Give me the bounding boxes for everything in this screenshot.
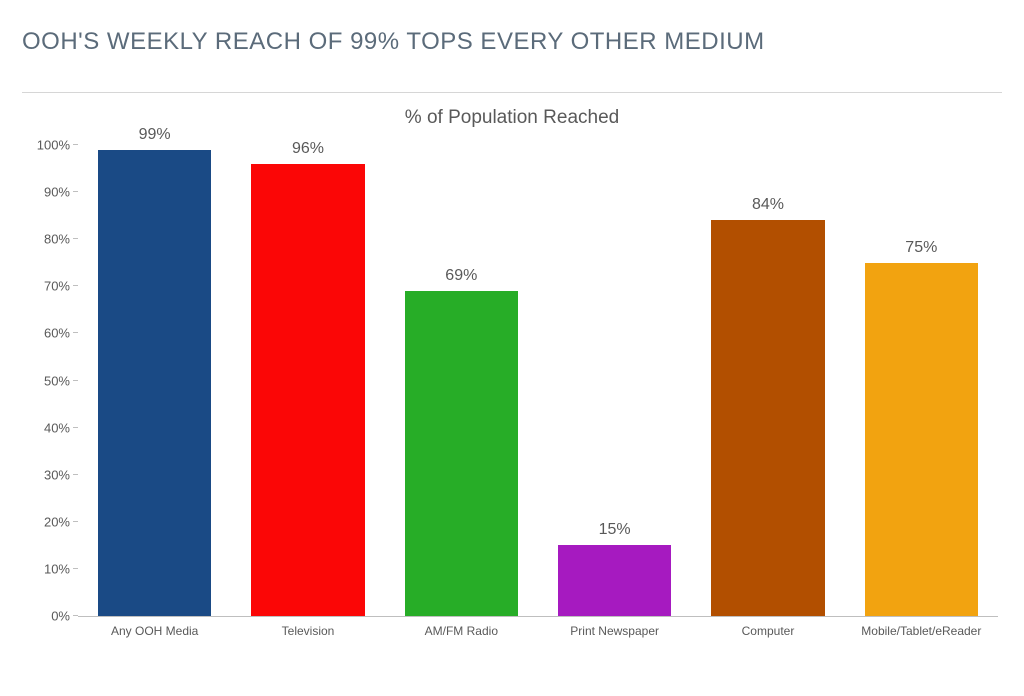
y-tick-label: 90% — [22, 185, 70, 200]
y-tick-label: 30% — [22, 467, 70, 482]
bar: 96% — [251, 164, 364, 616]
y-tick-label: 60% — [22, 326, 70, 341]
x-category-label: AM/FM Radio — [385, 616, 538, 638]
bar-value-label: 84% — [711, 196, 824, 214]
bar: 15% — [558, 545, 671, 616]
y-tick-label: 40% — [22, 420, 70, 435]
y-tick-mark — [73, 568, 78, 569]
y-tick-label: 80% — [22, 232, 70, 247]
bar: 99% — [98, 150, 211, 616]
bar-value-label: 75% — [865, 239, 978, 257]
y-tick-mark — [73, 191, 78, 192]
y-tick-label: 70% — [22, 279, 70, 294]
x-category-label: Any OOH Media — [78, 616, 231, 638]
y-tick-label: 100% — [22, 138, 70, 153]
bar: 75% — [865, 263, 978, 616]
bar-value-label: 69% — [405, 267, 518, 285]
y-tick-label: 10% — [22, 561, 70, 576]
x-category-label: Computer — [691, 616, 844, 638]
reach-bar-chart: 0% 10% 20% 30% 40% 50% 60% 70% 80% 90% 100% 99%Any … — [22, 135, 1002, 655]
plot-area: 0%10%20%30%40%50%60%70%80%90%100%99%Any … — [78, 145, 998, 617]
bar-value-label: 99% — [98, 126, 211, 144]
y-tick-mark — [73, 332, 78, 333]
slide-headline: OOH'S WEEKLY REACH OF 99% TOPS EVERY OTH… — [22, 28, 1002, 56]
bar: 84% — [711, 220, 824, 616]
y-tick-mark — [73, 238, 78, 239]
y-tick-mark — [73, 380, 78, 381]
y-tick-mark — [73, 427, 78, 428]
slide: OOH'S WEEKLY REACH OF 99% TOPS EVERY OTH… — [0, 0, 1024, 696]
y-tick-mark — [73, 285, 78, 286]
y-tick-mark — [73, 144, 78, 145]
x-category-label: Television — [231, 616, 384, 638]
y-tick-mark — [73, 474, 78, 475]
x-category-label: Print Newspaper — [538, 616, 691, 638]
y-tick-label: 20% — [22, 514, 70, 529]
bar: 69% — [405, 291, 518, 616]
x-category-label: Mobile/Tablet/eReader — [845, 616, 998, 638]
y-tick-mark — [73, 521, 78, 522]
headline-divider — [22, 92, 1002, 93]
bar-value-label: 15% — [558, 521, 671, 539]
y-tick-label: 0% — [22, 609, 70, 624]
bar-value-label: 96% — [251, 140, 364, 158]
y-tick-label: 50% — [22, 373, 70, 388]
